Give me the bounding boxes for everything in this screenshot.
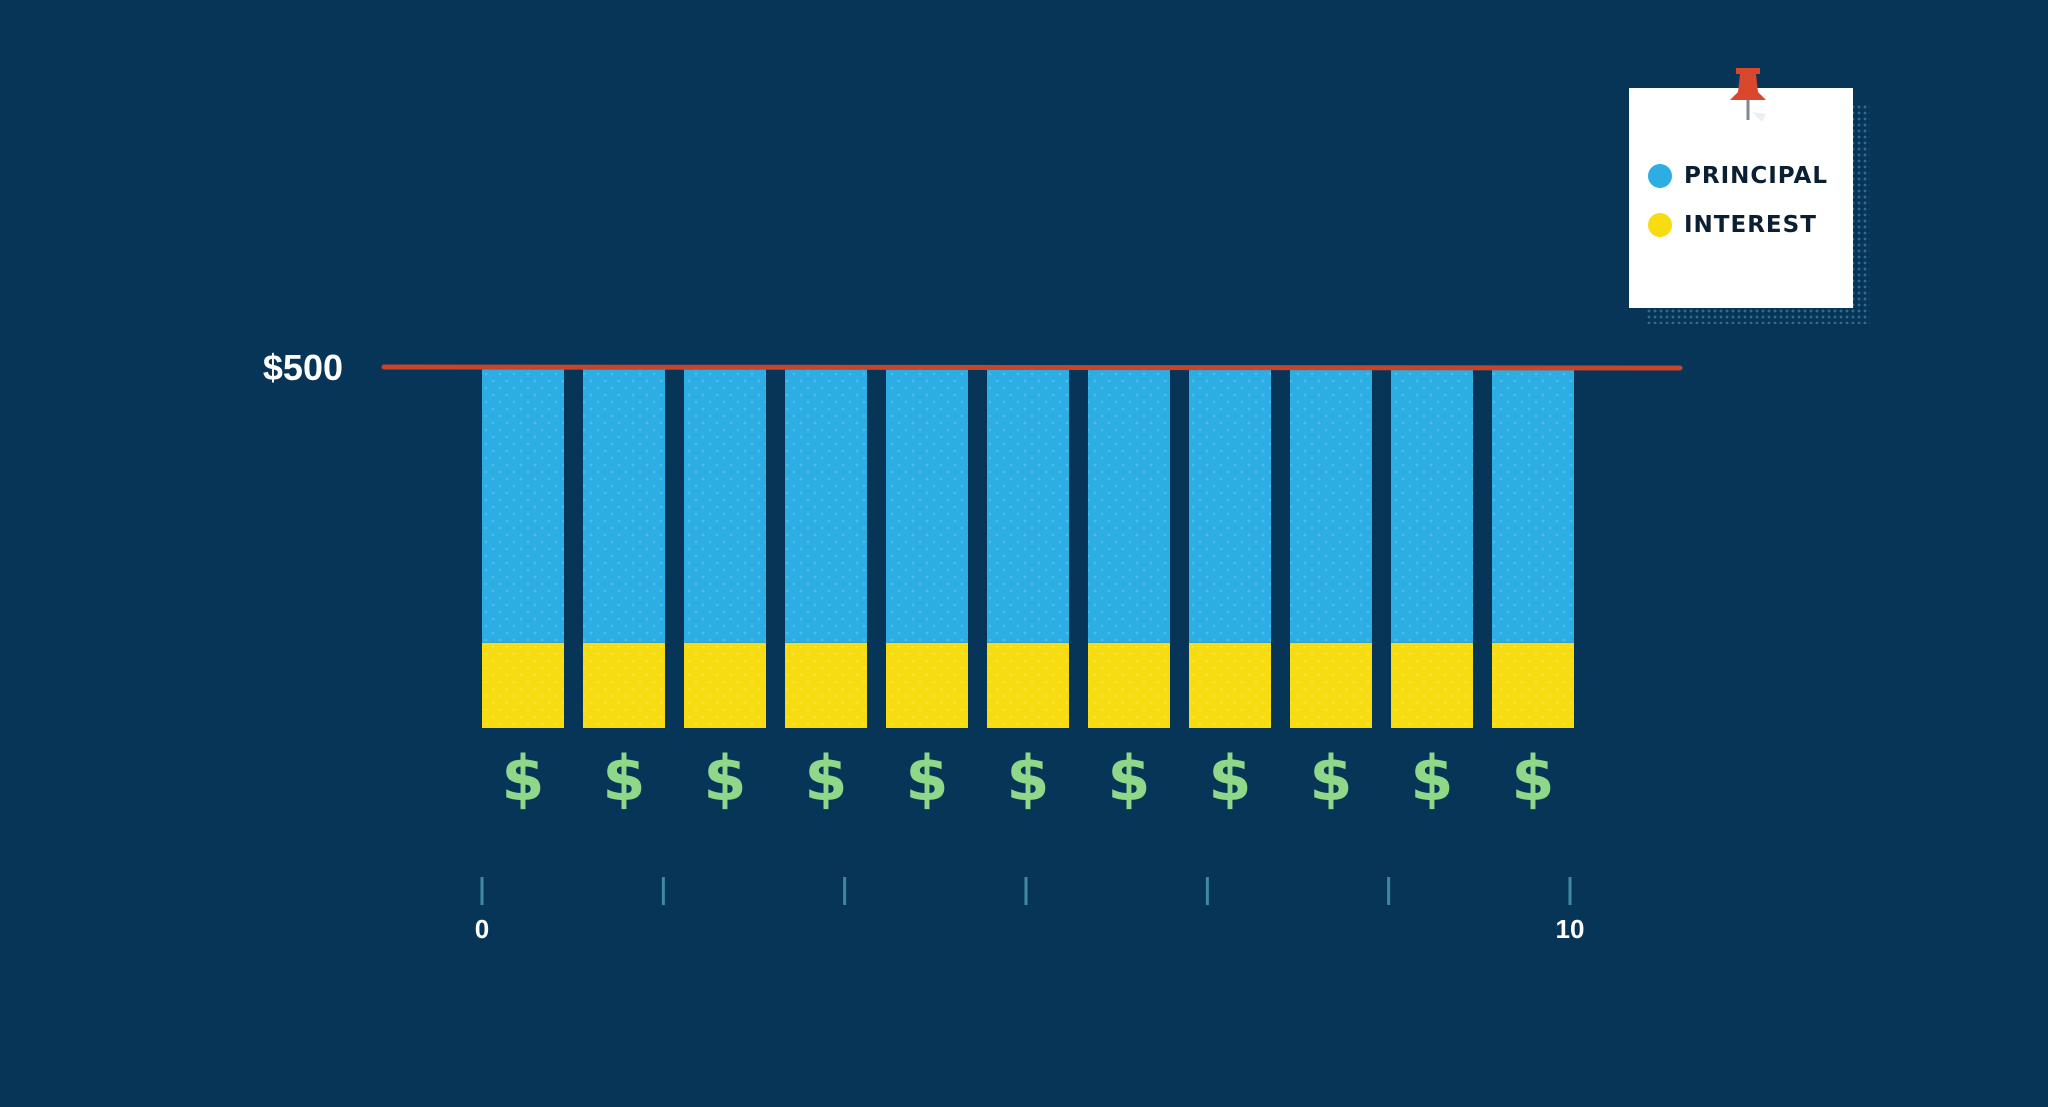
dollar-icon: $ [804,742,847,815]
bar-texture-6-1 [1088,367,1170,643]
dollar-icon: $ [703,742,746,815]
dollar-icon: $ [1410,742,1453,815]
bar-texture-5-1 [987,367,1069,643]
legend-label-interest: INTEREST [1684,212,1817,238]
bar-texture-6-0 [1088,642,1170,728]
dollar-icon: $ [1006,742,1049,815]
bar-texture-2-1 [684,367,766,643]
dollar-icon: $ [1309,742,1352,815]
bar-texture-3-0 [785,642,867,728]
bar-texture-2-0 [684,642,766,728]
x-tick-label-6: 10 [1556,914,1585,944]
bar-texture-8-0 [1290,642,1372,728]
legend-swatch-interest [1648,213,1672,237]
dollar-icon: $ [1511,742,1554,815]
dollar-icon: $ [1107,742,1150,815]
bar-texture-9-0 [1391,642,1473,728]
x-tick-label-0: 0 [475,914,489,944]
pushpin-icon [1730,68,1766,122]
legend-swatch-principal [1648,164,1672,188]
bar-texture-0-0 [482,642,564,728]
bar-texture-9-1 [1391,367,1473,643]
x-axis: 0 10 [475,877,1585,944]
bar-texture-0-1 [482,367,564,643]
reference-line-layer: $500 [263,347,1683,388]
legend-item-principal: PRINCIPAL [1648,163,1828,189]
bars-layer [482,367,1574,728]
bar-texture-1-0 [583,642,665,728]
bar-texture-8-1 [1290,367,1372,643]
bar-texture-5-0 [987,642,1069,728]
dollar-icon: $ [1208,742,1251,815]
bar-texture-4-1 [886,367,968,643]
bar-texture-3-1 [785,367,867,643]
legend-label-principal: PRINCIPAL [1684,163,1829,189]
dollar-icon: $ [602,742,645,815]
dollar-icon: $ [905,742,948,815]
reference-line-label: $500 [263,347,343,388]
bar-texture-1-1 [583,367,665,643]
bar-texture-10-1 [1492,367,1574,643]
dollar-icon: $ [501,742,544,815]
reference-line [381,364,1683,371]
bar-texture-7-0 [1189,642,1271,728]
legend-item-interest: INTEREST [1648,212,1817,238]
legend-note [1629,88,1853,308]
bar-texture-10-0 [1492,642,1574,728]
bar-texture-4-0 [886,642,968,728]
dollar-symbols-layer: $ $ $ $ $ $ $ $ $ $ $ [501,742,1554,815]
bar-texture-7-1 [1189,367,1271,643]
